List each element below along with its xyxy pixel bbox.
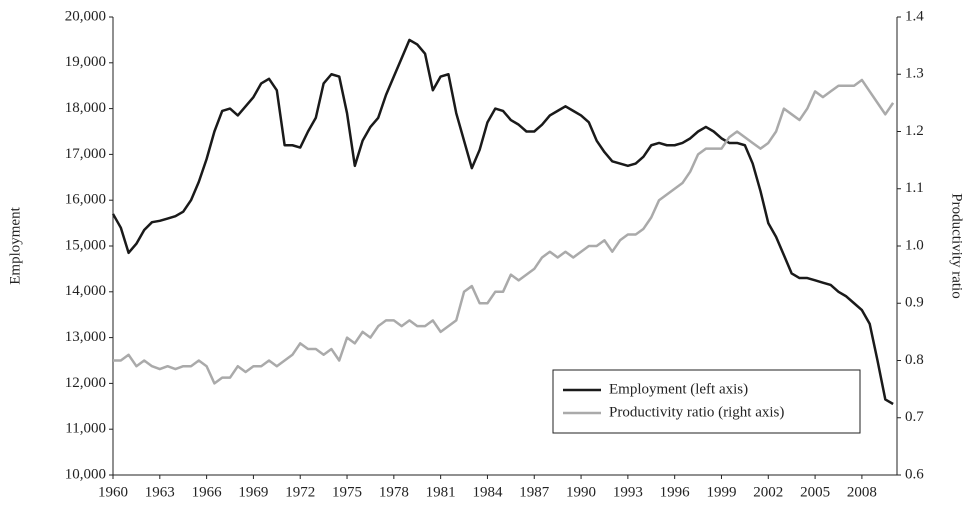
y2-tick-label: 0.7 <box>905 409 924 425</box>
y2-tick-label: 1.1 <box>905 180 924 196</box>
x-tick-label: 1969 <box>238 484 268 500</box>
x-tick-label: 1981 <box>426 484 456 500</box>
x-tick-label: 1960 <box>98 484 128 500</box>
y2-tick-label: 1.3 <box>905 66 924 82</box>
y2-tick-label: 1.4 <box>905 8 924 24</box>
y2-tick-label: 0.6 <box>905 466 924 482</box>
x-tick-label: 1999 <box>706 484 736 500</box>
y-tick-label: 19,000 <box>65 54 106 70</box>
x-tick-label: 2008 <box>847 484 877 500</box>
y-tick-label: 15,000 <box>65 237 106 253</box>
x-tick-label: 1972 <box>285 484 315 500</box>
y2-tick-label: 1.0 <box>905 237 924 253</box>
x-tick-label: 1975 <box>332 484 362 500</box>
y-tick-label: 16,000 <box>65 192 106 208</box>
y2-tick-label: 0.8 <box>905 352 924 368</box>
y-tick-label: 17,000 <box>65 146 106 162</box>
x-tick-label: 1963 <box>145 484 175 500</box>
x-tick-label: 1990 <box>566 484 596 500</box>
legend-box <box>552 369 861 434</box>
y2-tick-label: 1.2 <box>905 123 924 139</box>
y-axis-label: Employment <box>7 206 23 284</box>
y-tick-label: 13,000 <box>65 329 106 345</box>
y2-axis-label: Productivity ratio <box>949 193 965 298</box>
x-tick-label: 1978 <box>379 484 409 500</box>
y-tick-label: 11,000 <box>65 421 106 437</box>
legend-label: Employment (left axis) <box>609 381 748 397</box>
x-tick-label: 2005 <box>800 484 830 500</box>
x-tick-label: 1984 <box>472 484 503 500</box>
series-line <box>113 78 895 385</box>
legend-label: Productivity ratio (right axis) <box>609 404 784 420</box>
y-tick-label: 20,000 <box>65 8 106 24</box>
x-tick-label: 1987 <box>519 484 550 500</box>
y-tick-label: 10,000 <box>65 466 106 482</box>
y2-tick-label: 0.9 <box>905 295 924 311</box>
x-tick-label: 2002 <box>753 484 783 500</box>
x-tick-label: 1966 <box>192 484 223 500</box>
x-tick-label: 1993 <box>613 484 643 500</box>
y-tick-label: 18,000 <box>65 100 106 116</box>
y-tick-label: 14,000 <box>65 283 106 299</box>
x-tick-label: 1996 <box>660 484 691 500</box>
series-line <box>111 38 894 406</box>
y-tick-label: 12,000 <box>65 375 106 391</box>
